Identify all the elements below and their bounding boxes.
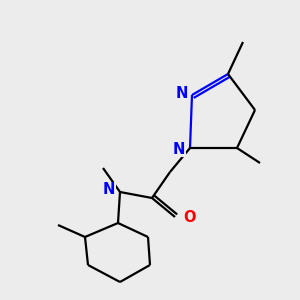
Text: O: O [183,209,196,224]
Text: N: N [172,142,185,157]
Text: N: N [176,86,188,101]
Text: N: N [103,182,115,197]
